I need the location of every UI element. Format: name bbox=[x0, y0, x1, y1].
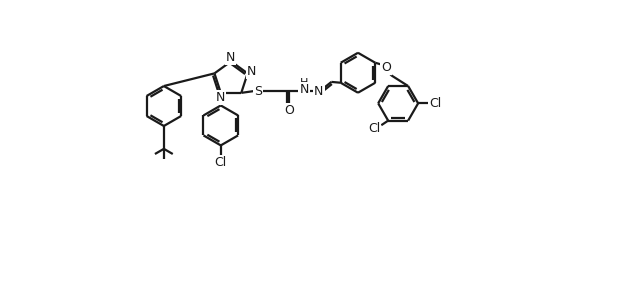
Text: N: N bbox=[300, 83, 308, 96]
Text: N: N bbox=[314, 85, 323, 98]
Text: N: N bbox=[216, 91, 225, 104]
Text: N: N bbox=[246, 65, 256, 78]
Text: H: H bbox=[300, 78, 308, 88]
Text: Cl: Cl bbox=[368, 122, 380, 135]
Text: N: N bbox=[226, 51, 235, 64]
Text: O: O bbox=[284, 104, 294, 117]
Text: S: S bbox=[253, 85, 262, 98]
Text: Cl: Cl bbox=[429, 97, 441, 110]
Text: O: O bbox=[381, 62, 391, 74]
Text: Cl: Cl bbox=[214, 156, 227, 169]
